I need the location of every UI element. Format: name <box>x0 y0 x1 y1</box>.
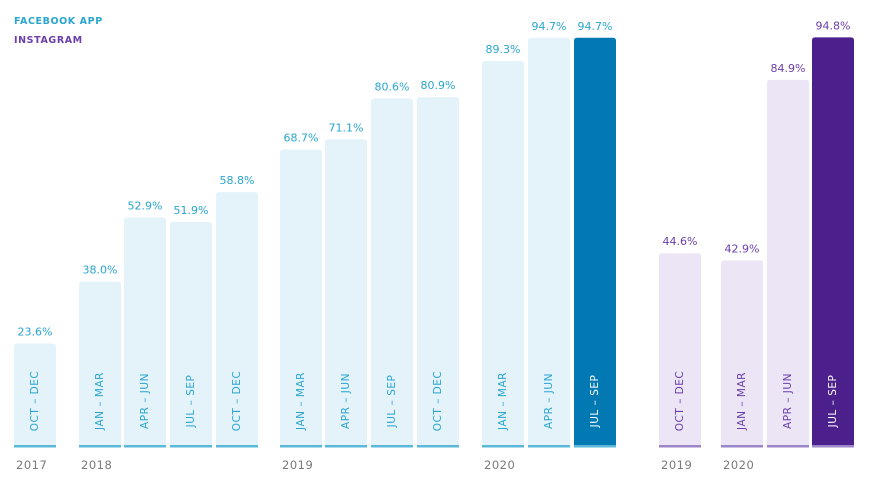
facebook-bar <box>170 221 212 445</box>
instagram-baseline <box>812 445 854 448</box>
facebook-value-label: 80.9% <box>421 79 456 92</box>
facebook-year-label: 2018 <box>81 458 112 472</box>
facebook-baseline <box>280 445 322 448</box>
instagram-category-label: OCT – DEC <box>674 371 686 432</box>
facebook-year-label: 2020 <box>484 458 515 472</box>
facebook-bar <box>124 217 166 445</box>
instagram-bar <box>659 253 701 445</box>
facebook-value-label: 71.1% <box>329 121 364 134</box>
facebook-category-label: JAN – MAR <box>295 372 307 431</box>
facebook-category-label: OCT – DEC <box>432 371 444 432</box>
instagram-value-label: 94.8% <box>816 19 851 32</box>
instagram-category-label: JAN – MAR <box>736 372 748 431</box>
facebook-value-label: 68.7% <box>284 132 319 145</box>
facebook-baseline <box>216 445 258 448</box>
facebook-bar <box>371 98 413 446</box>
facebook-bar <box>280 149 322 445</box>
instagram-value-label: 44.6% <box>663 235 698 248</box>
facebook-baseline <box>417 445 459 448</box>
facebook-category-label: JAN – MAR <box>497 372 509 431</box>
facebook-baseline <box>79 445 121 448</box>
facebook-value-label: 89.3% <box>486 43 521 56</box>
facebook-baseline <box>170 445 212 448</box>
facebook-baseline <box>482 445 524 448</box>
instagram-bar <box>812 37 854 446</box>
facebook-value-label: 58.8% <box>220 174 255 187</box>
instagram-baseline <box>721 445 763 448</box>
instagram-baseline <box>659 445 701 448</box>
facebook-baseline <box>371 445 413 448</box>
facebook-bar <box>14 343 56 445</box>
facebook-bar <box>79 281 121 445</box>
facebook-bar <box>216 192 258 445</box>
facebook-baseline <box>14 445 56 448</box>
facebook-baseline <box>124 445 166 448</box>
legend-facebook: FACEBOOK APP <box>14 16 103 27</box>
facebook-category-label: JUL – SEP <box>185 375 197 429</box>
legend-instagram: INSTAGRAM <box>14 35 83 46</box>
facebook-year-label: 2017 <box>16 458 47 472</box>
facebook-category-label: OCT – DEC <box>231 371 243 432</box>
facebook-value-label: 51.9% <box>174 204 209 217</box>
facebook-bar <box>528 37 570 445</box>
facebook-bar <box>574 37 616 445</box>
facebook-category-label: JUL – SEP <box>589 375 601 429</box>
instagram-category-label: JUL – SEP <box>827 375 839 429</box>
facebook-baseline <box>325 445 367 448</box>
facebook-value-label: 38.0% <box>83 264 118 277</box>
facebook-value-label: 23.6% <box>18 326 53 339</box>
facebook-category-label: APR – JUN <box>543 373 555 429</box>
facebook-year-label: 2019 <box>282 458 313 472</box>
instagram-bar <box>767 79 809 446</box>
facebook-value-label: 80.6% <box>375 80 410 93</box>
facebook-bar <box>482 61 524 445</box>
instagram-year-label: 2019 <box>661 458 692 472</box>
legend: FACEBOOK APP INSTAGRAM <box>14 12 103 50</box>
facebook-bar <box>417 97 459 445</box>
facebook-category-label: JAN – MAR <box>94 372 106 431</box>
instagram-value-label: 42.9% <box>725 243 760 256</box>
facebook-value-label: 94.7% <box>532 20 567 33</box>
facebook-value-label: 94.7% <box>578 20 613 33</box>
facebook-category-label: OCT – DEC <box>29 371 41 432</box>
facebook-category-label: APR – JUN <box>340 373 352 429</box>
facebook-baseline <box>528 445 570 448</box>
facebook-bar <box>325 139 367 445</box>
facebook-baseline <box>574 445 616 448</box>
instagram-baseline <box>767 445 809 448</box>
instagram-value-label: 84.9% <box>771 62 806 75</box>
facebook-value-label: 52.9% <box>128 200 163 213</box>
facebook-category-label: APR – JUN <box>139 373 151 429</box>
facebook-category-label: JUL – SEP <box>386 375 398 429</box>
instagram-year-label: 2020 <box>723 458 754 472</box>
instagram-bar <box>721 260 763 445</box>
instagram-category-label: APR – JUN <box>782 373 794 429</box>
